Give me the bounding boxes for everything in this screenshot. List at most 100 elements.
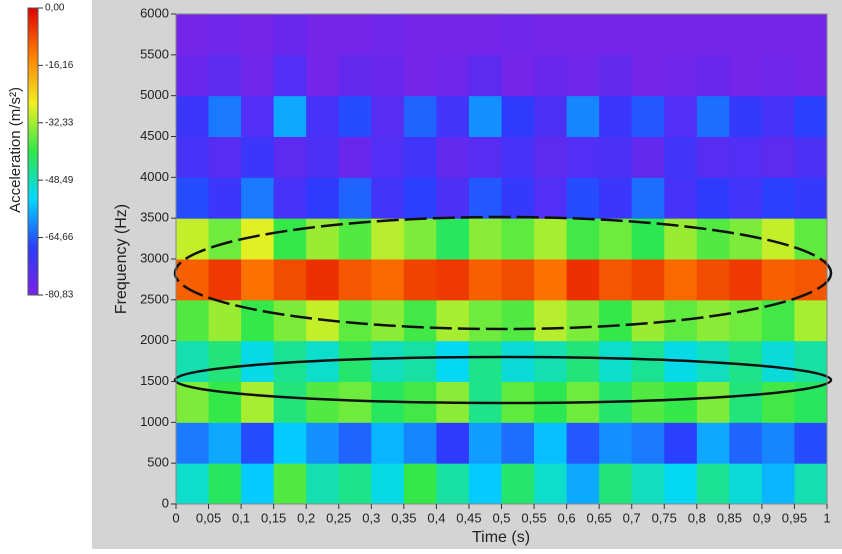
heatmap-cell [339, 96, 372, 137]
heatmap-cell [339, 137, 372, 178]
heatmap-cell [534, 96, 567, 137]
x-tick-label: 0,55 [521, 510, 546, 525]
heatmap-cell [534, 422, 567, 463]
heatmap-cell [534, 259, 567, 300]
heatmap-cell [567, 463, 600, 504]
heatmap-cell [762, 218, 795, 259]
heatmap-cell [209, 422, 242, 463]
heatmap-cell [534, 137, 567, 178]
heatmap-cell [664, 14, 697, 55]
heatmap-cell [567, 177, 600, 218]
heatmap-cell [697, 55, 730, 96]
heatmap-cell [794, 463, 827, 504]
heatmap-cell [502, 55, 535, 96]
y-tick-label: 3000 [140, 250, 169, 265]
colorbar-tick-label: -80,83 [45, 290, 74, 301]
heatmap-cell [664, 137, 697, 178]
heatmap-cell [404, 137, 437, 178]
heatmap-cell [339, 14, 372, 55]
heatmap-cell [567, 55, 600, 96]
heatmap-cell [241, 96, 274, 137]
heatmap-cell [176, 55, 209, 96]
heatmap-cell [762, 422, 795, 463]
heatmap-cell [404, 463, 437, 504]
heatmap-cell [436, 341, 469, 382]
x-tick-label: 0,45 [456, 510, 481, 525]
heatmap-cell [729, 341, 762, 382]
heatmap-cell [176, 259, 209, 300]
heatmap-cell [371, 259, 404, 300]
heatmap-cell [404, 259, 437, 300]
heatmap-cell [339, 463, 372, 504]
heatmap-cell [274, 382, 307, 423]
heatmap-cell [567, 14, 600, 55]
heatmap-cell [729, 259, 762, 300]
heatmap-cell [534, 341, 567, 382]
colorbar-tick-label: -48,49 [45, 175, 74, 186]
colorbar-tick-label: -32,33 [45, 117, 74, 128]
heatmap-cell [599, 137, 632, 178]
page: Acceleration (m/s²) Time (s) Frequency (… [0, 0, 842, 554]
heatmap-cell [697, 14, 730, 55]
heatmap-cell [209, 259, 242, 300]
heatmap-cell [469, 259, 502, 300]
heatmap-cell [632, 422, 665, 463]
heatmap-cell [502, 300, 535, 341]
y-axis-label: Frequency (Hz) [113, 204, 130, 314]
heatmap-cell [339, 177, 372, 218]
heatmap-cell [534, 14, 567, 55]
heatmap-cell [567, 300, 600, 341]
heatmap-cell [664, 96, 697, 137]
heatmap-cell [567, 218, 600, 259]
heatmap-cell [794, 259, 827, 300]
heatmap-cell [371, 300, 404, 341]
heatmap-cell [176, 218, 209, 259]
heatmap-cell [176, 137, 209, 178]
heatmap-cell [274, 300, 307, 341]
heatmap-cell [664, 422, 697, 463]
heatmap-cell [567, 259, 600, 300]
y-tick-label: 2500 [140, 291, 169, 306]
heatmap-cell [274, 137, 307, 178]
heatmap-cell [404, 218, 437, 259]
heatmap-cell [664, 177, 697, 218]
heatmap-cell [567, 137, 600, 178]
x-tick-label: 0,75 [652, 510, 677, 525]
heatmap-cell [664, 382, 697, 423]
y-tick-label: 5500 [140, 46, 169, 61]
heatmap-cell [729, 177, 762, 218]
x-tick-label: 0,5 [492, 510, 510, 525]
heatmap-cell [794, 14, 827, 55]
x-tick-label: 0,95 [782, 510, 807, 525]
heatmap-cell [599, 55, 632, 96]
heatmap-cell [632, 463, 665, 504]
y-tick-label: 4000 [140, 169, 169, 184]
heatmap-cell [339, 55, 372, 96]
heatmap-cell [632, 341, 665, 382]
heatmap-cell [404, 341, 437, 382]
heatmap-cell [762, 177, 795, 218]
heatmap-cell [371, 96, 404, 137]
heatmap-cell [632, 177, 665, 218]
heatmap-cell [599, 463, 632, 504]
heatmap-cell [176, 300, 209, 341]
colorbar [28, 8, 38, 295]
x-tick-label: 0,35 [391, 510, 416, 525]
heatmap-cell [274, 259, 307, 300]
heatmap-cell [371, 177, 404, 218]
heatmap-cell [632, 300, 665, 341]
heatmap-cell [729, 463, 762, 504]
heatmap-cell [436, 218, 469, 259]
heatmap-cell [469, 177, 502, 218]
heatmap-cell [241, 177, 274, 218]
heatmap [176, 14, 828, 505]
heatmap-cell [697, 218, 730, 259]
heatmap-cell [762, 463, 795, 504]
heatmap-cell [241, 382, 274, 423]
x-tick-label: 0,85 [717, 510, 742, 525]
y-tick-label: 2000 [140, 332, 169, 347]
heatmap-cell [632, 259, 665, 300]
heatmap-cell [664, 463, 697, 504]
heatmap-cell [729, 382, 762, 423]
heatmap-cell [274, 177, 307, 218]
